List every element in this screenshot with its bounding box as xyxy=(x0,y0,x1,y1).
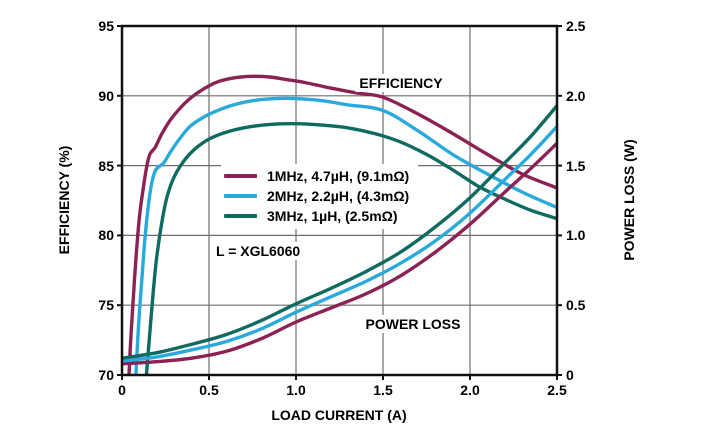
legend-label-3mhz: 3MHz, 1µH, (2.5mΩ) xyxy=(267,208,398,224)
legend-swatch-2mhz xyxy=(224,194,257,198)
x-axis-title: LOAD CURRENT (A) xyxy=(271,407,407,423)
legend-swatch-1mhz xyxy=(224,174,257,178)
efficiency-3mhz-curve xyxy=(144,121,558,376)
power-loss-curve-annotation: POWER LOSS xyxy=(361,315,465,333)
efficiency-1mhz-curve xyxy=(127,74,558,376)
legend-item-3mhz: 3MHz, 1µH, (2.5mΩ) xyxy=(224,206,409,226)
power-loss-2mhz-curve xyxy=(121,125,559,363)
power-loss-1mhz-curve xyxy=(121,142,559,366)
inductor-note: L = XGL6060 xyxy=(215,242,304,260)
legend-label-1mhz: 1MHz, 4.7µH, (9.1mΩ) xyxy=(267,168,410,184)
y-axis-right-title: POWER LOSS (W) xyxy=(621,139,637,261)
legend-item-1mhz: 1MHz, 4.7µH, (9.1mΩ) xyxy=(224,166,409,186)
legend-swatch-3mhz xyxy=(224,214,257,218)
y-axis-left-title: EFFICIENCY (%) xyxy=(56,145,72,255)
legend: 1MHz, 4.7µH, (9.1mΩ) 2MHz, 2.2µH, (4.3mΩ… xyxy=(221,164,419,229)
power-loss-3mhz-curve xyxy=(121,104,559,360)
legend-label-2mhz: 2MHz, 2.2µH, (4.3mΩ) xyxy=(267,188,410,204)
legend-item-2mhz: 2MHz, 2.2µH, (4.3mΩ) xyxy=(224,186,409,206)
efficiency-2mhz-curve xyxy=(134,96,558,376)
efficiency-curve-annotation: EFFICIENCY xyxy=(355,74,447,92)
